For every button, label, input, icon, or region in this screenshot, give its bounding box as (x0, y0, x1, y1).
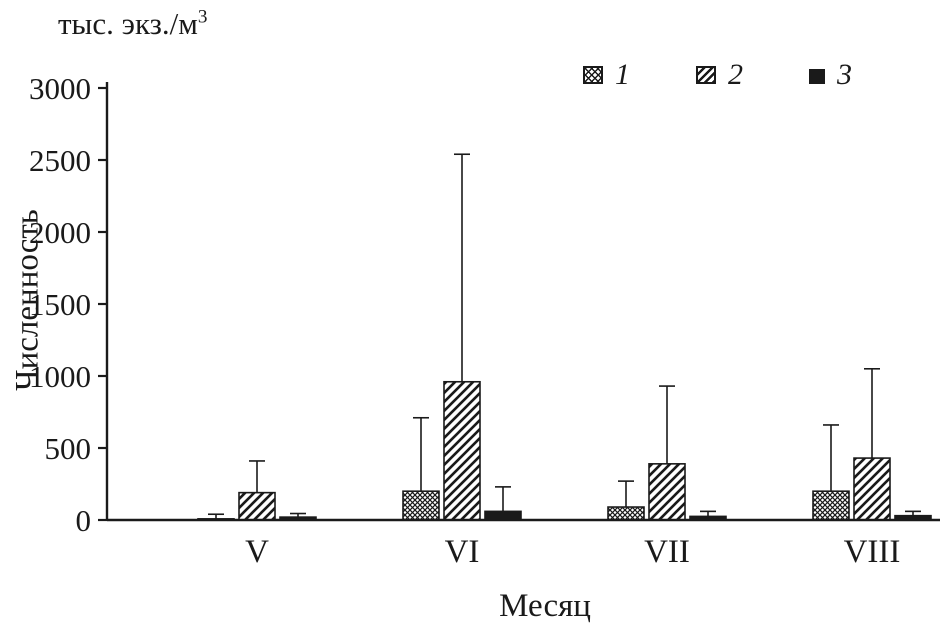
x-category-label-VI: VI (445, 534, 480, 570)
y-tick-label: 2500 (29, 143, 91, 178)
x-category-label-VII: VII (644, 534, 690, 570)
x-category-label-V: V (245, 534, 269, 570)
y-tick-label: 500 (45, 431, 92, 466)
unit-base-text: тыс. экз./м (58, 6, 198, 41)
legend-label-series3: 3 (837, 58, 852, 91)
legend-swatch-diagonal-icon (696, 66, 716, 84)
legend-label-series1: 1 (615, 58, 630, 91)
bar-series2-VI (443, 380, 481, 521)
legend-swatch-solid-icon (809, 68, 825, 84)
unit-exponent: 3 (197, 6, 208, 28)
legend-swatch-crosshatch-icon (583, 66, 603, 84)
bar-series2-VIII (853, 457, 891, 521)
bar-series3-VI (484, 510, 522, 521)
bar-series1-VII (607, 506, 645, 521)
legend-item-series3: 3 (809, 58, 852, 92)
bar-series1-VIII (812, 490, 850, 521)
legend-item-series2: 2 (696, 58, 743, 92)
y-tick-label: 1500 (29, 287, 91, 322)
x-axis-title: Месяц (499, 588, 591, 624)
legend-item-series1: 1 (583, 58, 630, 92)
legend: 1 2 3 (583, 58, 852, 92)
bar-series2-V (238, 491, 276, 521)
bar-series2-VII (648, 463, 686, 521)
y-tick-label: 1000 (29, 359, 91, 394)
legend-label-series2: 2 (728, 58, 743, 91)
y-axis-title: Численность (9, 209, 46, 391)
y-tick-label: 0 (76, 503, 92, 538)
y-tick-label: 3000 (29, 71, 91, 106)
y-tick-label: 2000 (29, 215, 91, 250)
x-category-label-VIII: VIII (844, 534, 901, 570)
bar-series1-VI (402, 490, 440, 521)
y-axis-unit-label: тыс. экз./м3 (58, 6, 207, 42)
